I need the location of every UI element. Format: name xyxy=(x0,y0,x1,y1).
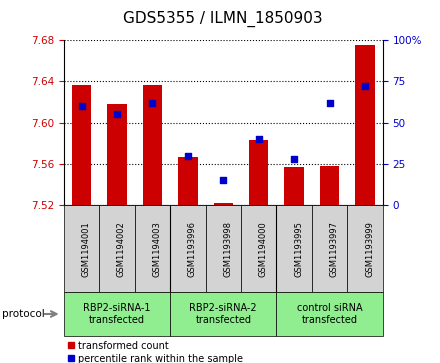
Text: GSM1194002: GSM1194002 xyxy=(117,221,126,277)
Text: GSM1194000: GSM1194000 xyxy=(259,221,268,277)
Text: GSM1194001: GSM1194001 xyxy=(81,221,91,277)
Bar xyxy=(320,166,339,205)
Point xyxy=(149,100,156,106)
Point xyxy=(326,100,333,106)
Bar xyxy=(347,205,383,292)
Bar xyxy=(205,205,241,292)
Text: protocol: protocol xyxy=(2,309,45,319)
Legend: transformed count, percentile rank within the sample: transformed count, percentile rank withi… xyxy=(69,340,243,363)
Bar xyxy=(241,205,276,292)
Text: GSM1193995: GSM1193995 xyxy=(294,221,303,277)
Text: GSM1194003: GSM1194003 xyxy=(152,221,161,277)
Point xyxy=(114,111,121,117)
Text: GDS5355 / ILMN_1850903: GDS5355 / ILMN_1850903 xyxy=(124,11,323,27)
Text: control siRNA
transfected: control siRNA transfected xyxy=(297,303,363,325)
Bar xyxy=(276,292,383,336)
Bar xyxy=(64,292,170,336)
Bar xyxy=(64,205,99,292)
Bar xyxy=(99,205,135,292)
Text: GSM1193999: GSM1193999 xyxy=(365,221,374,277)
Text: GSM1193997: GSM1193997 xyxy=(330,221,339,277)
Point xyxy=(184,152,191,158)
Bar xyxy=(213,203,233,205)
Bar xyxy=(135,205,170,292)
Bar xyxy=(312,205,347,292)
Text: GSM1193998: GSM1193998 xyxy=(223,221,232,277)
Point xyxy=(220,178,227,183)
Point xyxy=(78,103,85,109)
Bar xyxy=(178,156,198,205)
Bar xyxy=(249,140,268,205)
Point xyxy=(362,83,369,89)
Bar xyxy=(143,85,162,205)
Bar xyxy=(72,85,91,205)
Bar xyxy=(107,104,127,205)
Bar xyxy=(356,45,375,205)
Bar xyxy=(276,205,312,292)
Text: RBP2-siRNA-2
transfected: RBP2-siRNA-2 transfected xyxy=(190,303,257,325)
Bar xyxy=(170,292,276,336)
Bar xyxy=(284,167,304,205)
Point xyxy=(291,156,298,162)
Text: GSM1193996: GSM1193996 xyxy=(188,221,197,277)
Point xyxy=(255,136,262,142)
Bar xyxy=(170,205,205,292)
Text: RBP2-siRNA-1
transfected: RBP2-siRNA-1 transfected xyxy=(83,303,151,325)
